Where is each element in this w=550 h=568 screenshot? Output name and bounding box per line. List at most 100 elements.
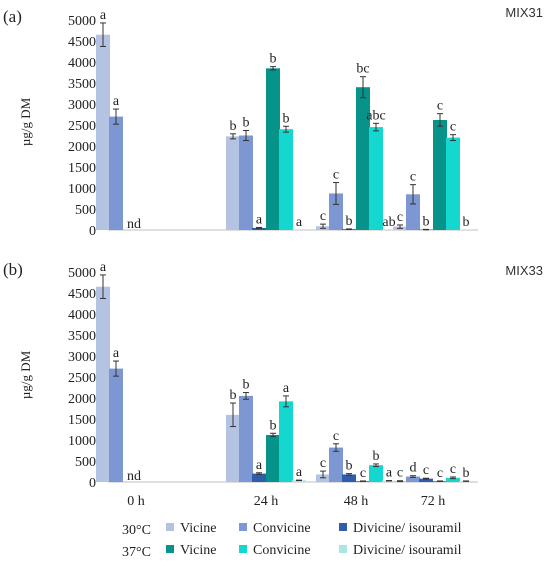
y-tick-label-b: 2000 bbox=[68, 392, 96, 407]
bar-convicine-30-72h bbox=[406, 476, 420, 482]
bar-vicine-30-24h bbox=[226, 414, 240, 482]
y-tick-label-b: 1000 bbox=[68, 434, 96, 449]
chart-title-b: MIX33 bbox=[505, 263, 543, 278]
significance-letter: c bbox=[437, 466, 443, 481]
significance-letter: c bbox=[320, 456, 326, 471]
significance-letter: bc bbox=[356, 62, 369, 77]
y-tick-label-b: 3000 bbox=[68, 350, 96, 365]
significance-letter: a bbox=[113, 346, 120, 361]
legend-label-convicine-37: Convicine bbox=[253, 543, 311, 558]
significance-letter: c bbox=[450, 120, 456, 135]
legend-label-divicine-30: Divicine/ isouramil bbox=[353, 521, 462, 536]
significance-letter: c bbox=[333, 429, 339, 444]
significance-letter: a bbox=[283, 381, 290, 396]
significance-letter: c bbox=[397, 466, 403, 481]
significance-letter: a bbox=[100, 260, 107, 275]
y-axis-label-b: µg/g DM bbox=[18, 350, 33, 399]
bar-vicine-37-24h bbox=[266, 434, 280, 482]
x-tick-label: 0 h bbox=[127, 494, 145, 509]
legend-swatch-divicine-37 bbox=[339, 545, 347, 553]
legend-swatch-vicine-37 bbox=[166, 545, 174, 553]
significance-letter: b bbox=[230, 388, 237, 403]
x-tick-label: 48 h bbox=[344, 494, 369, 509]
y-tick-label-b: 1500 bbox=[68, 413, 96, 428]
y-axis-label-a: µg/g DM bbox=[18, 97, 33, 146]
y-tick-label-a: 4500 bbox=[68, 35, 96, 50]
bar-divicine-37-24h bbox=[292, 480, 306, 482]
bar-convicine-30-48h bbox=[329, 193, 343, 230]
legend-swatch-convicine-30 bbox=[239, 523, 247, 531]
bar-vicine-30-0h bbox=[96, 34, 110, 231]
significance-letter: a bbox=[256, 212, 263, 227]
legend-temp-30: 30°C bbox=[122, 523, 151, 538]
significance-letter: nd bbox=[127, 217, 141, 232]
y-tick-label-a: 2000 bbox=[68, 140, 96, 155]
significance-letter: b bbox=[283, 111, 290, 126]
legend-label-convicine-30: Convicine bbox=[253, 521, 311, 536]
panel-label-a: (a) bbox=[3, 7, 22, 26]
bar-convicine-30-24h bbox=[239, 135, 253, 230]
bar-convicine-37-48h bbox=[369, 465, 383, 482]
legend-swatch-convicine-37 bbox=[239, 545, 247, 553]
y-tick-label-b: 3500 bbox=[68, 329, 96, 344]
legend-label-vicine-30: Vicine bbox=[180, 521, 216, 536]
y-tick-label-a: 0 bbox=[89, 224, 96, 239]
bar-convicine-30-48h bbox=[329, 447, 343, 482]
significance-letter: b bbox=[270, 418, 277, 433]
bar-vicine-37-48h bbox=[356, 87, 370, 230]
significance-letter: a bbox=[386, 466, 393, 481]
legend-label-vicine-37: Vicine bbox=[180, 543, 216, 558]
panel-a: (a) MIX31 µg/g DM 0 500 1000 1500 2000 2500 30… bbox=[3, 5, 543, 239]
y-tick-label-b: 4500 bbox=[68, 287, 96, 302]
bar-convicine-30-24h bbox=[239, 395, 253, 482]
significance-letter: a bbox=[113, 94, 120, 109]
significance-letter: abc bbox=[366, 108, 385, 123]
legend-label-divicine-37: Divicine/ isouramil bbox=[353, 543, 462, 558]
x-tick-label: 24 h bbox=[254, 494, 279, 509]
significance-letter: b bbox=[346, 459, 353, 474]
y-tick-label-a: 500 bbox=[75, 203, 96, 218]
y-tick-label-a: 3000 bbox=[68, 98, 96, 113]
y-tick-label-b: 2500 bbox=[68, 371, 96, 386]
significance-letter: b bbox=[230, 119, 237, 134]
chart-title-a: MIX31 bbox=[505, 5, 543, 20]
significance-letter: b bbox=[423, 214, 430, 229]
bar-divicine-30-72h bbox=[419, 478, 433, 482]
y-tick-label-b: 0 bbox=[89, 476, 96, 491]
significance-letter: b bbox=[463, 466, 470, 481]
significance-letter: a bbox=[256, 458, 263, 473]
significance-letter: d bbox=[410, 461, 417, 476]
y-tick-label-b: 4000 bbox=[68, 308, 96, 323]
significance-letter: b bbox=[463, 215, 470, 230]
significance-letter: c bbox=[423, 463, 429, 478]
y-tick-label-b: 5000 bbox=[68, 266, 96, 281]
bar-convicine-37-72h bbox=[446, 477, 460, 482]
significance-letter: b bbox=[243, 115, 250, 130]
legend: 30°C 37°C Vicine Convicine Divicine/ iso… bbox=[122, 521, 462, 560]
bar-divicine-30-48h bbox=[342, 474, 356, 482]
significance-letter: a bbox=[296, 215, 303, 230]
y-tick-label-a: 3500 bbox=[68, 77, 96, 92]
y-tick-label-a: 1000 bbox=[68, 182, 96, 197]
significance-letter: b bbox=[270, 52, 277, 67]
legend-swatch-vicine-30 bbox=[166, 523, 174, 531]
significance-letter: c bbox=[320, 209, 326, 224]
significance-letter: nd bbox=[127, 469, 141, 484]
bar-convicine-37-72h bbox=[446, 137, 460, 230]
significance-letter: c bbox=[397, 210, 403, 225]
significance-letter: b bbox=[373, 449, 380, 464]
significance-letter: a bbox=[100, 8, 107, 23]
x-tick-labels: 0 h 24 h 48 h 72 h bbox=[127, 494, 445, 509]
y-tick-label-a: 5000 bbox=[68, 14, 96, 29]
bar-convicine-30-72h bbox=[406, 194, 420, 230]
significance-letter: c bbox=[333, 168, 339, 183]
bar-vicine-37-24h bbox=[266, 68, 280, 230]
bar-vicine-37-72h bbox=[433, 119, 447, 230]
significance-letter: c bbox=[360, 466, 366, 481]
bar-vicine-30-0h bbox=[96, 286, 110, 482]
bar-convicine-37-48h bbox=[369, 127, 383, 230]
significance-letter: b bbox=[243, 378, 250, 393]
significance-letter: c bbox=[410, 170, 416, 185]
y-tick-label-b: 500 bbox=[75, 455, 96, 470]
